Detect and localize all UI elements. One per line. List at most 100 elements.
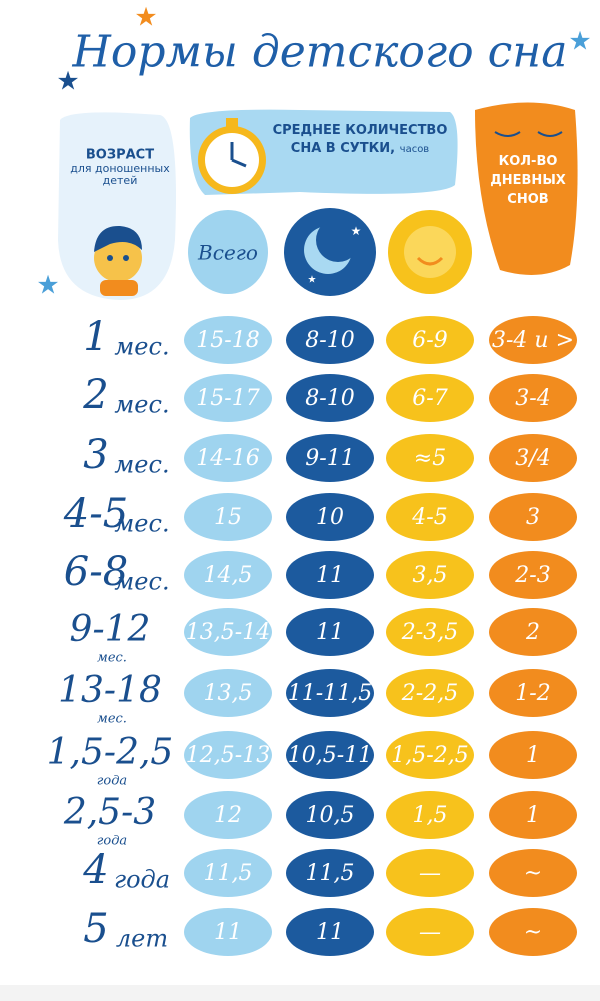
naps-cell: 1 [526,803,540,828]
age: 4-5 [63,491,128,537]
age: 6-8 [64,549,128,595]
age-unit: мес. [114,510,169,538]
naps-cell-bg [489,493,577,541]
sun-icon [388,210,472,294]
naps-cell-bg [489,374,577,422]
day-cell-bg [386,316,474,364]
age-unit: мес. [114,568,169,596]
stars: ★ ★ ★ ★ [36,3,591,301]
night-cell: 8-10 [305,386,354,411]
naps-cell: 1-2 [515,681,550,706]
star: ★ [56,67,79,97]
total-cell: 14-16 [196,446,259,471]
day-cell-bg [386,791,474,839]
night-cell-bg [286,608,374,656]
age: 13-18 [58,670,162,711]
day-cell: 1,5 [413,803,448,828]
naps-cell: 2 [525,620,540,645]
total-cell: 12 [214,803,242,828]
age: 4 [82,847,108,893]
day-cell-bg [386,493,474,541]
total-cell: 13,5-14 [186,620,270,645]
day-cell-bg [386,608,474,656]
night-cell: 11 [316,620,344,645]
day-cell-bg [386,434,474,482]
svg-text:★: ★ [308,274,317,285]
night-cell: 8-10 [305,328,354,353]
sleep-title-box: СРЕДНЕЕ КОЛИЧЕСТВО СНА В СУТКИ, часов [272,123,448,156]
total-cell: 12,5-13 [186,743,270,768]
day-cell-bg [386,908,474,956]
day-cell: ≈5 [414,446,446,471]
naps-header-bg [475,102,578,275]
naps-cell-bg [489,434,577,482]
night-cell: 11-11,5 [288,681,372,706]
night-cell: 11,5 [306,861,355,886]
night-cell: 10,5 [306,803,355,828]
naps-cell-bg [489,849,577,897]
naps-title-box: КОЛ-ВО ДНЕВНЫХ СНОВ [490,154,566,207]
total-cell-bg [184,791,272,839]
total-cell-bg [184,908,272,956]
total-cell-bg [184,849,272,897]
naps-cell: 3-4 и > [492,328,574,353]
title: Нормы детского сна [72,27,568,78]
age-note-box: для доношенных детей [70,163,170,187]
naps-cell-bg [489,608,577,656]
age: 2,5-3 [63,792,156,833]
night-cell-bg [286,791,374,839]
rows: 1 мес. 15-18 8-10 6-9 3-4 и >2 мес. 15-17 8-10 6-… [47,314,577,956]
day-cell: 1,5-2,5 [391,743,468,768]
total-badge [188,210,268,294]
night-cell-bg [286,493,374,541]
day-cell-bg [386,731,474,779]
boy-icon [94,225,142,296]
age-title: ВОЗРАСТ [86,148,154,163]
age-unit: мес. [97,651,127,666]
day-cell: 6-9 [412,328,447,353]
total-cell: 15-18 [196,328,259,353]
naps-title: КОЛ-ВО ДНЕВНЫХ СНОВ [490,154,566,207]
star: ★ [36,271,59,301]
naps-cell: 3/4 [515,446,550,471]
day-cell: 2-2,5 [401,681,458,706]
night-cell-bg [286,908,374,956]
naps-cell-bg [489,731,577,779]
night-cell: 10,5-11 [288,743,372,768]
age-unit: мес. [114,451,169,479]
age-note: для доношенных детей [70,163,170,187]
total-cell-bg [184,374,272,422]
night-cell-bg [286,849,374,897]
age: 1 [83,314,108,360]
day-cell-bg [386,374,474,422]
naps-cell: 3-4 [515,386,550,411]
total-cell: 11 [214,920,242,945]
night-cell: 11 [316,563,344,588]
age: 9-12 [70,609,151,650]
day-cell: 3,5 [413,563,448,588]
moon-icon: ★★ [284,208,376,296]
age-unit: года [114,866,170,894]
clock-icon [198,118,266,194]
night-cell-bg [286,434,374,482]
night-cell: 10 [316,505,344,530]
age: 3 [83,432,108,478]
naps-cell: ~ [524,861,542,886]
total-cell: 11,5 [204,861,253,886]
day-cell: 6-7 [412,386,447,411]
naps-cell-bg [489,316,577,364]
age-unit: мес. [114,391,169,419]
age-unit: лет [116,925,168,953]
naps-cell-bg [489,908,577,956]
naps-cell: 1 [526,743,540,768]
total-cell-bg [184,316,272,364]
night-cell-bg [286,669,374,717]
age: 5 [83,906,108,952]
naps-cell: ~ [524,920,542,945]
closed-eyes [494,131,563,137]
day-cell: 2-3,5 [401,620,458,645]
naps-cell-bg [489,791,577,839]
sleep-title: СРЕДНЕЕ КОЛИЧЕСТВО СНА В СУТКИ, [272,123,448,156]
